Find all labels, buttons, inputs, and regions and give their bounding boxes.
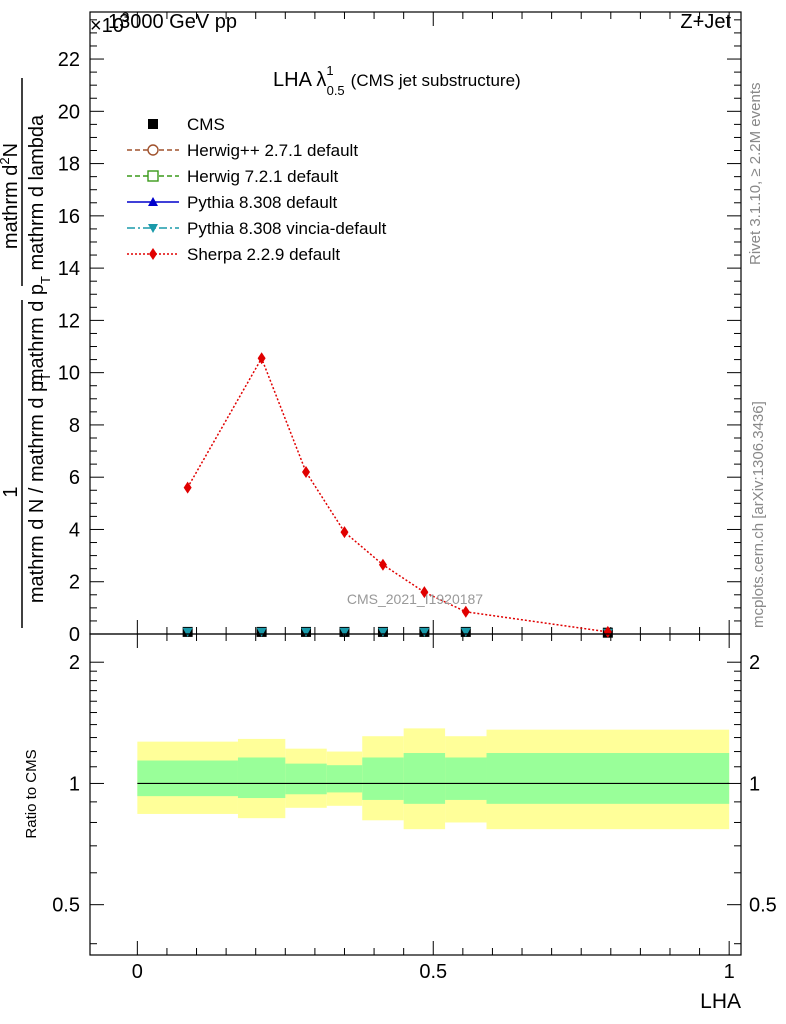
scale-exponent: -3 [117,9,130,25]
ratio-ytick-label: 2 [69,652,80,674]
main-y-ticks: 0 2 4 6 8 10 12 14 16 18 20 22 [58,12,741,646]
ratio-inner-band [285,763,327,795]
ylabel-numerator-bottom: mathrm d pT mathrm d lambda [26,114,53,385]
scale-label: ×10 [90,15,124,37]
legend-label: Pythia 8.308 default [187,193,338,212]
vincia-marker [377,627,388,637]
legend-entry: Sherpa 2.2.9 default [127,245,340,264]
main-ytick-label: 10 [58,363,80,385]
legend-entry: Pythia 8.308 default [127,193,338,212]
ratio-ytick-label: 0.5 [52,895,80,917]
sherpa-marker [340,526,349,539]
main-ytick-label: 2 [69,572,80,594]
legend: CMS Herwig++ 2.7.1 default Herwig 7.2.1 de… [127,115,387,264]
main-ytick-label: 16 [58,206,80,228]
legend-entry: Herwig++ 2.7.1 default [127,141,358,160]
ratio-ytick-label: 1 [69,773,80,795]
main-ytick-label: 14 [58,258,80,280]
legend-entry: CMS [148,115,225,134]
legend-entry: Herwig 7.2.1 default [127,167,338,186]
ylabel-numerator-top: mathrm d2N [0,143,22,249]
sherpa-marker [183,481,192,494]
ylabel-one: 1 [0,486,22,497]
main-frame [89,11,742,635]
ratio-inner-band [137,760,238,797]
legend-entry: Pythia 8.308 vincia-default [127,219,387,238]
legend-cms-marker [148,119,158,129]
sherpa-marker [257,352,266,365]
main-ylabel: 1 mathrm d2N mathrm d pT mathrm d lambda… [0,78,53,628]
ratio-ytick-label-right: 1 [749,773,760,795]
vincia-marker [301,627,312,637]
ratio-ytick-label-right: 2 [749,652,760,674]
ratio-frame [89,633,742,956]
main-series [182,352,613,638]
vincia-marker [182,627,193,637]
vincia-marker [419,627,430,637]
legend-label: CMS [187,115,225,134]
ratio-inner-band [326,765,363,793]
analysis-watermark: CMS_2021_I1920187 [347,591,483,607]
main-ytick-label: 0 [69,624,80,646]
legend-triangle-down-marker [148,224,158,233]
sherpa-marker [420,586,429,599]
ratio-xtick-label: 0.5 [419,961,447,983]
ratio-axis-ticks: 0.5 0.5 1 1 2 2 0 0.5 1 [52,634,777,983]
sherpa-marker [378,558,387,571]
legend-triangle-marker [148,197,158,206]
ratio-inner-band [486,753,730,804]
x-axis-label: LHA [700,990,741,1013]
legend-circle-marker [147,144,159,156]
sherpa-marker [603,625,612,638]
ratio-ytick-label-right: 0.5 [749,895,777,917]
main-ytick-label: 20 [58,101,80,123]
chart-title: LHA λ1 0.5(CMS jet substructure) [273,63,521,98]
sherpa-line [186,356,608,633]
ratio-inner-band [445,757,487,800]
rivet-label: Rivet 3.1.10, ≥ 2.2M events [747,83,764,266]
legend-diamond-marker [149,248,157,260]
sherpa-marker [461,605,470,618]
ratio-ylabel: Ratio to CMS [23,749,40,838]
ratio-xtick-label: 1 [724,961,735,983]
main-ytick-label: 12 [58,310,80,332]
legend-label: Herwig++ 2.7.1 default [187,141,358,160]
sherpa-marker [302,465,311,478]
ylabel-denominator: mathrm d N / mathrm d pT [26,373,53,603]
ratio-inner-band [403,753,446,804]
vincia-marker [256,627,267,637]
vincia-marker [460,627,471,637]
header-right: Z+Jet [680,11,731,33]
main-ytick-label: 18 [58,154,80,176]
header-left: 13000 GeV pp [108,11,237,33]
main-ytick-label: 8 [69,415,80,437]
legend-label: Sherpa 2.2.9 default [187,245,340,264]
legend-square-marker [147,170,159,182]
legend-label: Pythia 8.308 vincia-default [187,219,387,238]
y-scale-factor: ×10 -3 [90,9,130,37]
main-ytick-label: 4 [69,519,80,541]
main-ytick-label: 6 [69,467,80,489]
ratio-inner-band [362,757,404,800]
ratio-inner-band [237,757,286,799]
mcplots-label: mcplots.cern.ch [arXiv:1306.3436] [750,401,767,628]
main-ytick-label: 22 [58,49,80,71]
legend-label: Herwig 7.2.1 default [187,167,338,186]
vincia-marker [339,627,350,637]
ratio-xtick-label: 0 [132,961,143,983]
ratio-panel [137,728,730,830]
